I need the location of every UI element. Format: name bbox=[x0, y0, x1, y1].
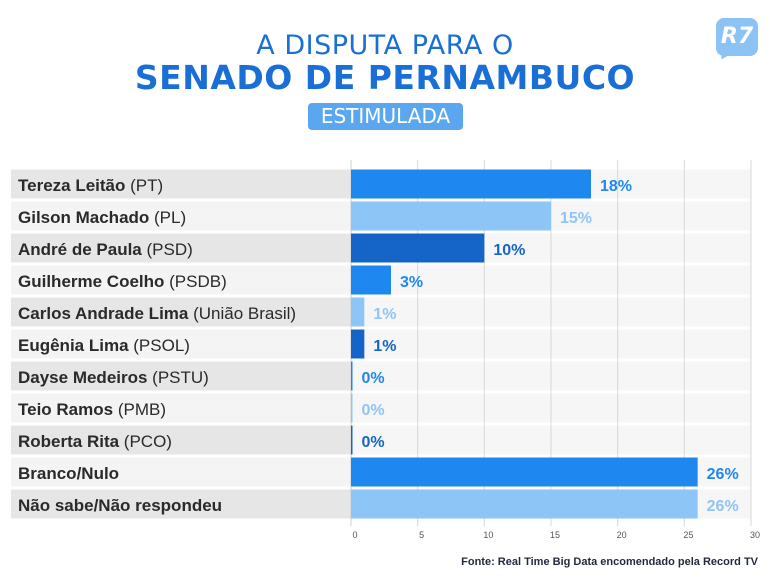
category-label: André de Paula (PSD) bbox=[18, 240, 193, 259]
x-tick-label: 30 bbox=[750, 530, 760, 540]
bar bbox=[351, 233, 485, 263]
bar bbox=[351, 329, 365, 359]
category-label: Gilson Machado (PL) bbox=[18, 208, 186, 227]
value-label: 0% bbox=[362, 402, 385, 419]
candidate-name: Roberta Rita bbox=[18, 432, 120, 451]
category-label: Teio Ramos (PMB) bbox=[18, 400, 166, 419]
label-row-bg bbox=[11, 425, 351, 455]
candidate-name: Guilherme Coelho bbox=[18, 272, 164, 291]
candidate-party: (PL) bbox=[149, 208, 186, 227]
value-label: 1% bbox=[373, 306, 396, 323]
candidate-name: Gilson Machado bbox=[18, 208, 149, 227]
label-row-bg bbox=[11, 297, 351, 327]
category-label: Dayse Medeiros (PSTU) bbox=[18, 368, 209, 387]
x-tick-label: 5 bbox=[419, 530, 424, 540]
r7-logo: R7 bbox=[716, 18, 758, 56]
x-tick-label: 15 bbox=[550, 530, 560, 540]
candidate-name: Tereza Leitão bbox=[18, 176, 125, 195]
value-label: 3% bbox=[400, 274, 423, 291]
subtitle-badge: ESTIMULADA bbox=[308, 103, 463, 130]
chart-title-line1: A DISPUTA PARA O bbox=[256, 30, 514, 61]
candidate-name: André de Paula bbox=[18, 240, 142, 259]
candidate-party: (PT) bbox=[125, 176, 163, 195]
label-row-bg bbox=[11, 201, 351, 231]
x-tick-label: 10 bbox=[483, 530, 493, 540]
value-label: 0% bbox=[362, 434, 385, 451]
category-label: Não sabe/Não respondeu bbox=[18, 496, 222, 515]
candidate-party: (PSTU) bbox=[147, 368, 208, 387]
candidate-party: (PSOL) bbox=[129, 336, 190, 355]
candidate-name: Eugênia Lima bbox=[18, 336, 129, 355]
category-label: Tereza Leitão (PT) bbox=[18, 176, 163, 195]
candidate-name: Teio Ramos bbox=[18, 400, 113, 419]
value-label: 18% bbox=[600, 178, 632, 195]
chart-title-line2: SENADO DE PERNAMBUCO bbox=[134, 58, 636, 97]
label-row-bg bbox=[11, 329, 351, 359]
candidate-party: (União Brasil) bbox=[188, 304, 296, 323]
bar bbox=[351, 265, 391, 295]
candidate-party: (PSD) bbox=[142, 240, 193, 259]
candidate-name: Não sabe/Não respondeu bbox=[18, 496, 222, 515]
candidate-name: Dayse Medeiros bbox=[18, 368, 147, 387]
bar bbox=[351, 201, 551, 231]
category-label: Eugênia Lima (PSOL) bbox=[18, 336, 190, 355]
category-label: Guilherme Coelho (PSDB) bbox=[18, 272, 227, 291]
value-label: 0% bbox=[362, 370, 385, 387]
label-row-bg bbox=[11, 265, 351, 295]
bar bbox=[351, 425, 353, 455]
category-label: Roberta Rita (PCO) bbox=[18, 432, 172, 451]
candidate-party: (PMB) bbox=[113, 400, 166, 419]
value-label: 1% bbox=[373, 338, 396, 355]
x-tick-label: 20 bbox=[617, 530, 627, 540]
label-row-bg bbox=[11, 457, 351, 487]
bar bbox=[351, 169, 591, 199]
x-tick-label: 25 bbox=[683, 530, 693, 540]
source-note: Fonte: Real Time Big Data encomendado pe… bbox=[461, 556, 758, 568]
label-row-bg bbox=[11, 489, 351, 519]
candidate-name: Carlos Andrade Lima bbox=[18, 304, 189, 323]
candidate-party: (PSDB) bbox=[164, 272, 226, 291]
value-label: 26% bbox=[707, 498, 739, 515]
x-tick-label: 0 bbox=[352, 530, 357, 540]
label-row-bg bbox=[11, 393, 351, 423]
bar bbox=[351, 361, 353, 391]
category-label: Branco/Nulo bbox=[18, 464, 119, 483]
label-row-bg bbox=[11, 169, 351, 199]
bar bbox=[351, 297, 365, 327]
bar bbox=[351, 457, 698, 487]
value-label: 26% bbox=[707, 466, 739, 483]
candidate-name: Branco/Nulo bbox=[18, 464, 119, 483]
value-label: 10% bbox=[493, 242, 525, 259]
bar bbox=[351, 393, 353, 423]
category-label: Carlos Andrade Lima (União Brasil) bbox=[18, 304, 296, 323]
bar bbox=[351, 489, 698, 519]
label-row-bg bbox=[11, 361, 351, 391]
label-row-bg bbox=[11, 233, 351, 263]
value-label: 15% bbox=[560, 210, 592, 227]
candidate-party: (PCO) bbox=[119, 432, 172, 451]
